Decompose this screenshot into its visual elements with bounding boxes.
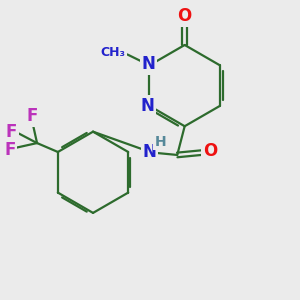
Text: F: F	[4, 141, 16, 159]
Text: N: N	[141, 98, 154, 116]
Text: O: O	[178, 7, 192, 25]
Text: F: F	[26, 107, 38, 125]
Text: N: N	[142, 55, 155, 73]
Text: F: F	[6, 123, 17, 141]
Text: H: H	[154, 135, 166, 148]
Text: O: O	[203, 142, 217, 160]
Text: CH₃: CH₃	[101, 46, 126, 59]
Text: N: N	[142, 143, 156, 161]
